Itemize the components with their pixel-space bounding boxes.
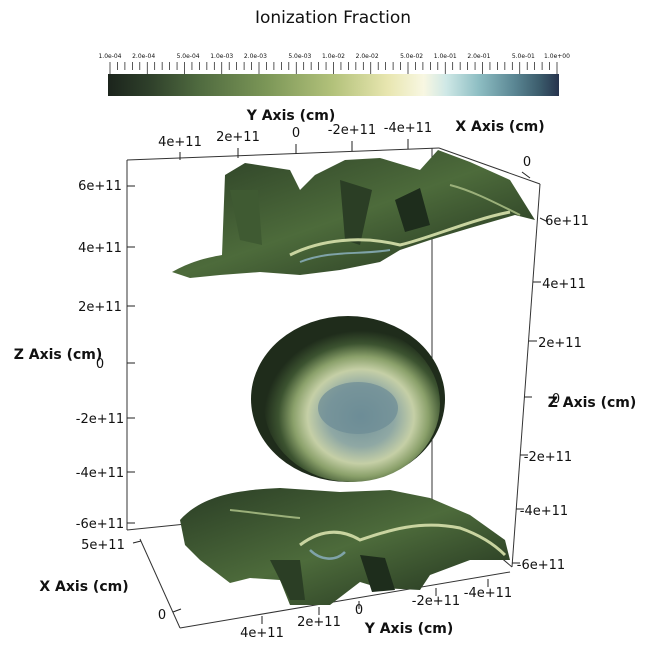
- upper-outflow-structure: [172, 150, 535, 278]
- axis-tick-mark: [172, 608, 182, 613]
- x-axis-ticks-top: 0 6e+11: [521, 155, 589, 229]
- axis-tick-label: -2e+11: [524, 450, 572, 465]
- colorbar-tick-marks: [109, 62, 558, 74]
- colorbar: 1.0e-04 2.0e-04 5.0e-04 1.0e-03 2.0e-03 5.0e-…: [98, 53, 570, 96]
- lower-outflow-structure: [180, 488, 510, 605]
- axis-tick-label: -2e+11: [328, 123, 376, 138]
- colorbar-tick-label: 1.0e-02: [322, 53, 345, 60]
- z-axis-ticks-left: 6e+11 4e+11 2e+11 0 -2e+11 -4e+11 -6e+11: [76, 179, 135, 532]
- axis-tick-label: 0: [552, 392, 560, 407]
- axis-tick-label: 6e+11: [78, 179, 122, 194]
- axis-tick-label: -2e+11: [76, 412, 124, 427]
- colorbar-gradient: [108, 74, 559, 96]
- z-axis-ticks-right: 4e+11 2e+11 0 -2e+11 -4e+11 -6e+11: [512, 277, 586, 573]
- colorbar-tick-label: 2.0e-01: [467, 53, 490, 60]
- y-axis-title-top: Y Axis (cm): [246, 108, 336, 124]
- z-axis-title-right: Z Axis (cm): [548, 395, 637, 411]
- axis-tick-label: 0: [523, 155, 531, 170]
- axis-tick-mark: [521, 171, 531, 179]
- y-axis-ticks-bottom: 4e+11 2e+11 0 -2e+11 -4e+11: [240, 579, 512, 641]
- y-axis-ticks-top: 4e+11 2e+11 0 -2e+11 -4e+11: [158, 121, 432, 160]
- axis-tick-label: -6e+11: [76, 517, 124, 532]
- colorbar-tick-label: 5.0e-04: [177, 53, 200, 60]
- axis-tick-label: -2e+11: [412, 594, 460, 609]
- colorbar-tick-labels: 1.0e-04 2.0e-04 5.0e-04 1.0e-03 2.0e-03 5.0e-…: [98, 53, 570, 60]
- z-axis-title-left: Z Axis (cm): [14, 347, 103, 363]
- colorbar-tick-label: 1.0e+00: [544, 53, 570, 60]
- axis-tick-mark: [132, 540, 142, 544]
- y-axis-title-bottom: Y Axis (cm): [364, 621, 454, 637]
- x-axis-ticks-bottom: 5e+11 0: [81, 538, 182, 623]
- axis-tick-label: 4e+11: [158, 135, 202, 150]
- x-axis-title-top: X Axis (cm): [455, 119, 544, 135]
- axis-tick-label: -4e+11: [464, 586, 512, 601]
- axis-tick-label: 0: [96, 357, 104, 372]
- colorbar-tick-label: 2.0e-03: [244, 53, 267, 60]
- axis-tick-label: -4e+11: [520, 504, 568, 519]
- colorbar-tick-label: 5.0e-02: [400, 53, 423, 60]
- axis-tick-label: 2e+11: [297, 615, 341, 630]
- axis-tick-label: 0: [355, 603, 363, 618]
- colorbar-tick-label: 1.0e-03: [210, 53, 233, 60]
- axis-tick-label: 2e+11: [538, 336, 582, 351]
- axis-tick-label: 4e+11: [240, 626, 284, 641]
- axis-tick-label: 2e+11: [216, 130, 260, 145]
- colorbar-tick-label: 1.0e-01: [434, 53, 457, 60]
- plot-title: Ionization Fraction: [255, 8, 411, 28]
- axis-tick-label: 6e+11: [545, 214, 589, 229]
- axis-tick-label: 4e+11: [78, 241, 122, 256]
- central-ionized-sphere: [251, 316, 445, 482]
- axis-tick-label: -4e+11: [76, 466, 124, 481]
- axis-tick-label: 4e+11: [542, 277, 586, 292]
- colorbar-tick-label: 2.0e-02: [356, 53, 379, 60]
- colorbar-tick-label: 5.0e-03: [288, 53, 311, 60]
- axis-tick-label: 0: [158, 608, 166, 623]
- x-axis-title-bottom: X Axis (cm): [39, 579, 128, 595]
- axis-tick-label: 0: [292, 126, 300, 141]
- colorbar-tick-label: 5.0e-01: [512, 53, 535, 60]
- axis-tick-label: 5e+11: [81, 538, 125, 553]
- axis-tick-mark: [539, 217, 549, 223]
- axis-tick-label: -6e+11: [517, 558, 565, 573]
- colorbar-tick-label: 2.0e-04: [132, 53, 155, 60]
- colorbar-tick-label: 1.0e-04: [98, 53, 121, 60]
- axis-tick-label: -4e+11: [384, 121, 432, 136]
- axis-tick-label: 2e+11: [78, 300, 122, 315]
